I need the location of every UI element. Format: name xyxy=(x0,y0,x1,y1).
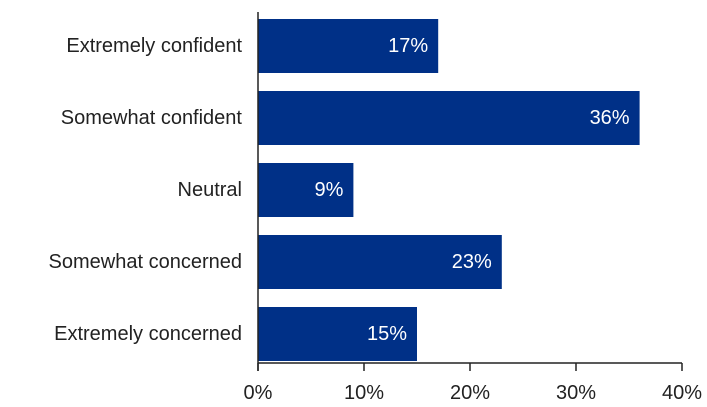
x-tick-label: 20% xyxy=(450,382,490,404)
bars-group xyxy=(258,19,640,361)
bar xyxy=(258,235,502,289)
x-tick-label: 0% xyxy=(244,382,273,404)
data-label: 23% xyxy=(452,251,492,273)
category-label: Extremely concerned xyxy=(54,323,242,345)
bar xyxy=(258,19,439,73)
x-tick-labels-group: 0% 10% 20% 30% 40% xyxy=(244,382,703,404)
data-label: 9% xyxy=(314,179,343,201)
category-label: Somewhat confident xyxy=(61,107,243,129)
x-tick-label: 40% xyxy=(662,382,702,404)
data-label: 36% xyxy=(590,107,630,129)
bar xyxy=(258,91,640,145)
x-tick-label: 30% xyxy=(556,382,596,404)
category-labels-group: Extremely confident Somewhat confident Neu… xyxy=(49,35,243,345)
data-labels-group: 17% 36% 9% 23% 15% xyxy=(314,35,629,345)
data-label: 15% xyxy=(367,323,407,345)
category-label: Neutral xyxy=(178,179,242,201)
category-label: Somewhat concerned xyxy=(49,251,242,273)
category-label: Extremely confident xyxy=(66,35,242,57)
x-ticks-group xyxy=(257,363,683,371)
bar xyxy=(258,163,354,217)
x-tick-label: 10% xyxy=(344,382,384,404)
data-label: 17% xyxy=(388,35,428,57)
bar xyxy=(258,307,417,361)
